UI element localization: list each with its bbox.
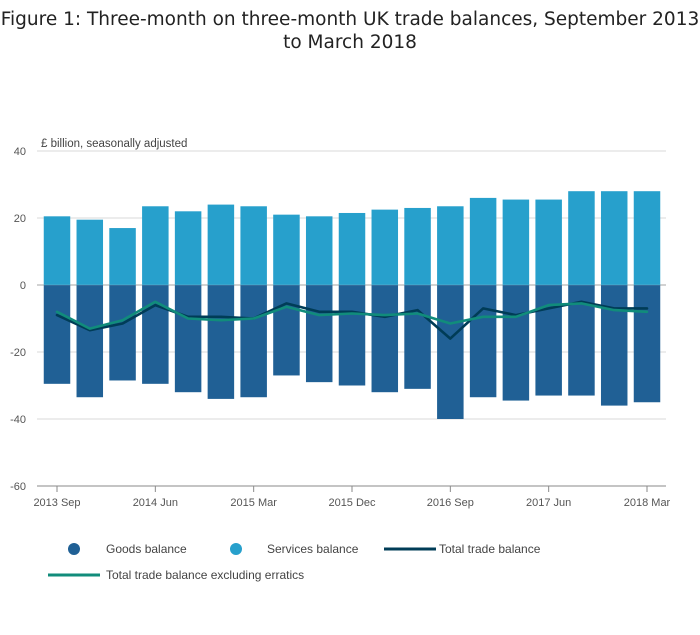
services-balance-bar bbox=[633, 191, 661, 285]
services-balance-bar bbox=[305, 216, 333, 285]
y-tick-label: -40 bbox=[10, 414, 26, 426]
legend-marker-services-balance bbox=[230, 543, 242, 555]
series-lines bbox=[55, 300, 649, 340]
goods-balance-bar bbox=[207, 285, 235, 399]
chart-title: Figure 1: Three-month on three-month UK … bbox=[0, 9, 700, 53]
services-balance-bar bbox=[535, 199, 562, 285]
goods-balance-bar bbox=[469, 285, 497, 398]
goods-balance-bar bbox=[43, 285, 71, 384]
services-balance-bar bbox=[273, 214, 300, 285]
x-tick-label: 2013 Sep bbox=[33, 497, 80, 509]
total-trade-balance-excluding-erratics-line bbox=[55, 300, 649, 330]
goods-balance-bar bbox=[535, 285, 562, 396]
legend-label: Services balance bbox=[267, 542, 359, 556]
goods-balance-bar bbox=[142, 285, 169, 384]
services-balance-bar bbox=[142, 206, 169, 285]
y-tick-label: 0 bbox=[20, 280, 26, 292]
legend-label: Goods balance bbox=[106, 542, 187, 556]
services-balance-bar bbox=[437, 206, 464, 285]
services-balance-bar bbox=[240, 206, 267, 285]
legend-item-total-trade-balance: Total trade balance bbox=[384, 542, 541, 556]
goods-balance-bar bbox=[600, 285, 628, 406]
services-balance-bar bbox=[43, 216, 71, 285]
legend-marker-goods-balance bbox=[68, 543, 80, 555]
services-balance-bar bbox=[174, 211, 202, 285]
y-tick-label: -60 bbox=[10, 481, 26, 493]
goods-balance-bar bbox=[174, 285, 202, 393]
services-balance-bar bbox=[502, 199, 530, 285]
services-balance-bar bbox=[404, 207, 431, 285]
bars bbox=[37, 191, 666, 419]
axes: 40 20 0 -20 -40 -60 2013 Sep 2014 Jun 2015 Mar 20… bbox=[10, 146, 670, 509]
services-balance-bar bbox=[568, 191, 595, 285]
legend-label: Total trade balance excluding erratics bbox=[106, 568, 304, 582]
x-tick-label: 2015 Dec bbox=[328, 497, 376, 509]
legend-label: Total trade balance bbox=[439, 542, 541, 556]
goods-balance-bar bbox=[502, 285, 530, 401]
goods-balance-bar bbox=[338, 285, 366, 386]
services-balance-bar bbox=[469, 197, 497, 285]
goods-balance-bar bbox=[273, 285, 300, 376]
y-tick-label: -20 bbox=[10, 347, 26, 359]
goods-balance-bar bbox=[437, 285, 464, 419]
services-balance-bar bbox=[109, 228, 136, 285]
x-tick-label: 2016 Sep bbox=[427, 497, 474, 509]
goods-balance-bar bbox=[404, 285, 431, 389]
x-tick-label: 2018 Mar bbox=[624, 497, 671, 509]
legend-item-services-balance: Services balance bbox=[230, 542, 359, 556]
total-trade-balance-line bbox=[55, 300, 649, 340]
services-balance-bar bbox=[207, 204, 235, 285]
x-tick-label: 2017 Jun bbox=[526, 497, 571, 509]
x-tick-label: 2015 Mar bbox=[230, 497, 277, 509]
goods-balance-bar bbox=[240, 285, 267, 398]
goods-balance-bar bbox=[371, 285, 399, 393]
goods-balance-bar bbox=[305, 285, 333, 383]
services-balance-bar bbox=[600, 191, 628, 285]
goods-balance-bar bbox=[76, 285, 104, 398]
y-tick-label: 40 bbox=[14, 146, 26, 158]
services-balance-bar bbox=[76, 219, 104, 285]
services-balance-bar bbox=[371, 209, 399, 285]
y-tick-label: 20 bbox=[14, 213, 26, 225]
goods-balance-bar bbox=[633, 285, 661, 403]
legend-item-goods-balance: Goods balance bbox=[68, 542, 187, 556]
legend-item-total-trade-balance-excluding-erratics: Total trade balance excluding erratics bbox=[48, 568, 304, 582]
legend: Goods balance Services balance Total trade… bbox=[48, 542, 541, 582]
goods-balance-bar bbox=[109, 285, 136, 381]
services-balance-bar bbox=[338, 212, 366, 285]
y-axis-unit-label: £ billion, seasonally adjusted bbox=[41, 138, 187, 150]
x-tick-label: 2014 Jun bbox=[133, 497, 178, 509]
